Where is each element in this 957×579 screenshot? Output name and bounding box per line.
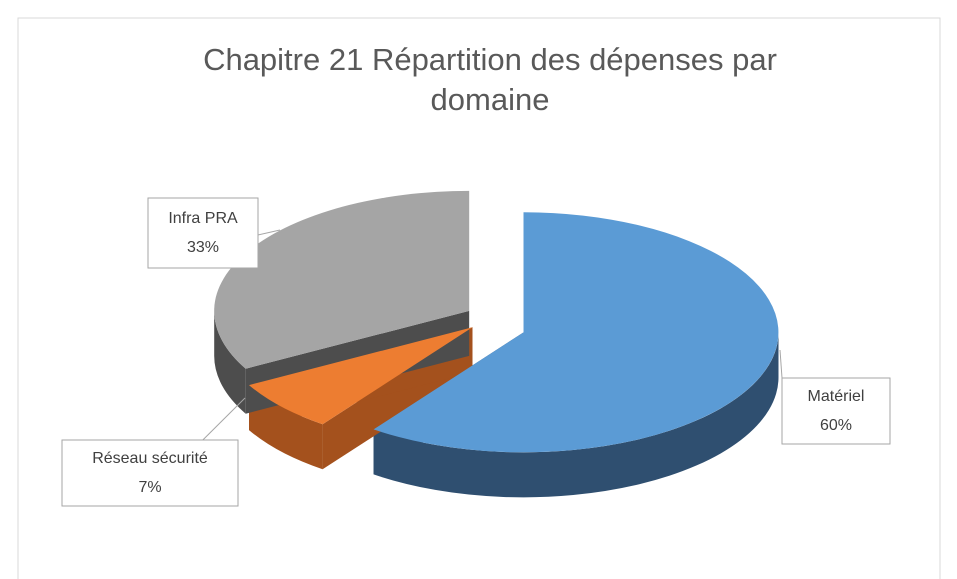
- slice: [214, 190, 470, 369]
- data-label-name: Réseau sécurité: [92, 450, 208, 467]
- label-box: [61, 439, 239, 507]
- leader-line: [202, 397, 246, 441]
- data-label-value: 60%: [820, 417, 852, 434]
- data-label-name: Infra PRA: [168, 210, 238, 227]
- data-label-value: 33%: [187, 239, 219, 256]
- chart-title: Chapitre 21 Répartition des dépenses par…: [203, 42, 777, 117]
- slice: [249, 327, 473, 425]
- label-box: [147, 197, 259, 269]
- slice-side: [214, 310, 246, 414]
- leader-line: [779, 349, 783, 379]
- label-box: [781, 377, 891, 445]
- data-label-value: 7%: [138, 479, 161, 496]
- slice: [373, 212, 779, 453]
- slice-side: [373, 332, 779, 498]
- data-label-name: Matériel: [808, 388, 865, 405]
